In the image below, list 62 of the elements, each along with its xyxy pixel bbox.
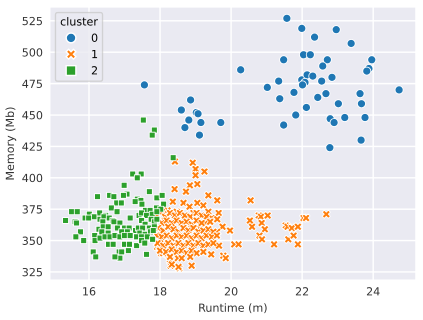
point <box>302 103 311 112</box>
point <box>140 80 149 90</box>
y-tick-label: 325 <box>22 268 42 276</box>
y-tick-label: 350 <box>22 236 42 245</box>
point <box>186 95 196 104</box>
legend-label: 0 <box>92 34 98 42</box>
y-tick-label: 400 <box>22 174 42 182</box>
point <box>196 118 206 128</box>
point <box>322 55 332 64</box>
x-tick-label: 20 <box>224 287 238 296</box>
x-tick-label: 18 <box>154 287 166 296</box>
y-tick-label: 500 <box>22 48 42 57</box>
point <box>289 88 298 97</box>
y-tick-label: 450 <box>22 110 42 120</box>
point <box>297 24 306 33</box>
point <box>279 120 288 130</box>
legend-label: 2 <box>92 66 97 74</box>
point <box>313 92 322 102</box>
point <box>291 110 300 120</box>
legend-title: cluster <box>60 17 98 26</box>
point <box>216 118 226 128</box>
point <box>279 55 288 64</box>
y-tick-label: 425 <box>22 142 42 151</box>
x-tick-label: 16 <box>83 287 96 296</box>
point <box>180 123 190 132</box>
point <box>334 99 343 108</box>
x-tick-label: 22 <box>296 287 308 296</box>
point <box>332 25 341 34</box>
y-tick-label: 375 <box>22 205 42 214</box>
point <box>317 76 326 86</box>
point <box>356 136 366 145</box>
point <box>308 72 318 81</box>
point <box>236 65 246 74</box>
point <box>367 55 376 64</box>
y-tick-label: 475 <box>22 80 42 88</box>
point <box>325 143 334 152</box>
point <box>346 38 356 48</box>
point <box>362 66 372 76</box>
point <box>262 82 272 92</box>
y-axis-title: Memory (Mb) <box>5 107 16 180</box>
point <box>321 89 330 98</box>
point <box>282 14 292 23</box>
point <box>328 72 336 82</box>
x-tick-label: 24 <box>366 287 380 296</box>
point <box>356 89 365 98</box>
point <box>340 113 350 122</box>
point <box>195 130 204 140</box>
y-tick-label: 525 <box>22 16 42 26</box>
point <box>274 76 284 86</box>
point <box>310 32 320 42</box>
point <box>184 116 194 125</box>
point <box>275 94 284 104</box>
point <box>330 118 339 128</box>
point <box>360 113 370 122</box>
point <box>176 106 186 114</box>
legend-label: 1 <box>92 50 98 58</box>
point <box>318 62 328 71</box>
point <box>298 80 307 90</box>
point <box>306 50 315 60</box>
x-axis-title: Runtime (m) <box>199 303 267 314</box>
point <box>394 85 404 94</box>
point <box>356 99 366 108</box>
